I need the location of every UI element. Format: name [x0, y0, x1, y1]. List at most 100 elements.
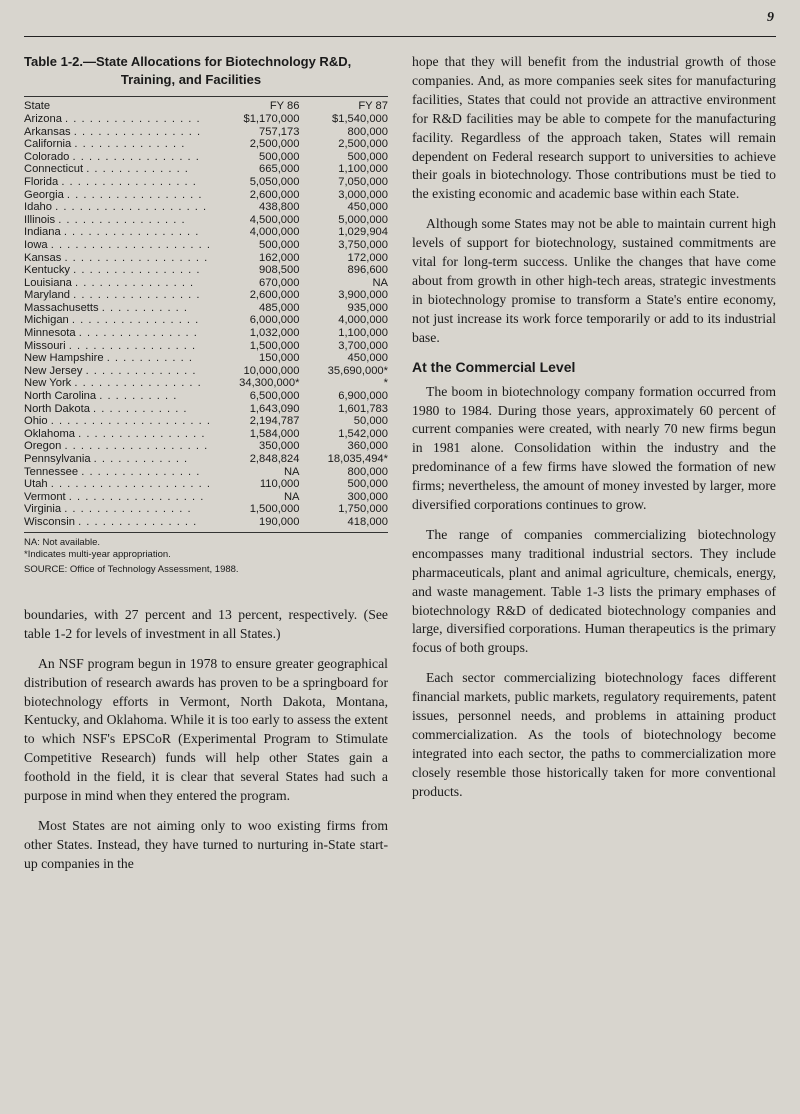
table-row: Maryland . . . . . . . . . . . . . . . .…: [24, 289, 388, 302]
cell-fy86: 190,000: [211, 516, 300, 529]
cell-fy86: 1,584,000: [211, 428, 300, 441]
cell-fy86: 2,600,000: [211, 289, 300, 302]
two-column-layout: Table 1-2.—State Allocations for Biotech…: [24, 53, 776, 885]
table-row: Illinois . . . . . . . . . . . . . . . .…: [24, 213, 388, 226]
left-p2: An NSF program begun in 1978 to ensure g…: [24, 655, 388, 806]
footnote-na: NA: Not available.: [24, 537, 388, 549]
cell-fy86: 2,194,787: [211, 415, 300, 428]
cell-fy86: $1,170,000: [211, 113, 300, 126]
cell-state: Florida . . . . . . . . . . . . . . . . …: [24, 176, 211, 189]
cell-fy86: 500,000: [211, 150, 300, 163]
cell-fy86: 110,000: [211, 478, 300, 491]
cell-fy87: 1,100,000: [299, 327, 388, 340]
cell-fy86: 1,643,090: [211, 402, 300, 415]
cell-fy86: 150,000: [211, 352, 300, 365]
cell-fy87: 450,000: [299, 352, 388, 365]
cell-state: Tennessee . . . . . . . . . . . . . . .: [24, 465, 211, 478]
cell-state: Arizona . . . . . . . . . . . . . . . . …: [24, 113, 211, 126]
cell-fy87: 500,000: [299, 478, 388, 491]
cell-fy87: 418,000: [299, 516, 388, 529]
table-row: Ohio . . . . . . . . . . . . . . . . . .…: [24, 415, 388, 428]
right-p1: hope that they will benefit from the ind…: [412, 53, 776, 204]
cell-fy87: 800,000: [299, 125, 388, 138]
table-row: Missouri . . . . . . . . . . . . . . . .…: [24, 339, 388, 352]
left-p3: Most States are not aiming only to woo e…: [24, 817, 388, 874]
cell-state: Indiana . . . . . . . . . . . . . . . . …: [24, 226, 211, 239]
table-row: Vermont . . . . . . . . . . . . . . . . …: [24, 491, 388, 504]
table-row: Florida . . . . . . . . . . . . . . . . …: [24, 176, 388, 189]
cell-fy87: 3,900,000: [299, 289, 388, 302]
cell-fy86: 350,000: [211, 440, 300, 453]
heading-commercial-level: At the Commercial Level: [412, 359, 776, 375]
cell-fy87: NA: [299, 276, 388, 289]
table-row: Indiana . . . . . . . . . . . . . . . . …: [24, 226, 388, 239]
cell-fy86: 162,000: [211, 251, 300, 264]
cell-state: Minnesota . . . . . . . . . . . . . . .: [24, 327, 211, 340]
cell-fy87: 4,000,000: [299, 314, 388, 327]
cell-fy87: 35,690,000*: [299, 365, 388, 378]
cell-fy87: 1,750,000: [299, 503, 388, 516]
table-row: North Dakota . . . . . . . . . . . .1,64…: [24, 402, 388, 415]
cell-state: Maryland . . . . . . . . . . . . . . . .: [24, 289, 211, 302]
footnote-asterisk: *Indicates multi-year appropriation.: [24, 549, 388, 561]
cell-fy87: 450,000: [299, 201, 388, 214]
cell-fy86: 5,050,000: [211, 176, 300, 189]
cell-fy87: 3,000,000: [299, 188, 388, 201]
right-p5: Each sector commercializing biotechnolog…: [412, 669, 776, 801]
cell-fy86: 2,600,000: [211, 188, 300, 201]
cell-fy87: 896,600: [299, 264, 388, 277]
cell-fy87: 3,700,000: [299, 339, 388, 352]
cell-fy87: 2,500,000: [299, 138, 388, 151]
table-row: California . . . . . . . . . . . . . . 2,…: [24, 138, 388, 151]
cell-state: New Jersey . . . . . . . . . . . . . .: [24, 365, 211, 378]
cell-state: Pennsylvania . . . . . . . . . . . .: [24, 453, 211, 466]
cell-state: Kentucky . . . . . . . . . . . . . . . .: [24, 264, 211, 277]
cell-state: Connecticut . . . . . . . . . . . . .: [24, 163, 211, 176]
table-row: Oklahoma . . . . . . . . . . . . . . . .…: [24, 428, 388, 441]
left-p1: boundaries, with 27 percent and 13 perce…: [24, 606, 388, 644]
cell-state: Michigan . . . . . . . . . . . . . . . .: [24, 314, 211, 327]
cell-fy86: 34,300,000*: [211, 377, 300, 390]
cell-fy87: 500,000: [299, 150, 388, 163]
table-row: New Jersey . . . . . . . . . . . . . .10…: [24, 365, 388, 378]
cell-fy87: *: [299, 377, 388, 390]
table-footnotes: NA: Not available. *Indicates multi-year…: [24, 537, 388, 576]
table-row: Arkansas . . . . . . . . . . . . . . . .…: [24, 125, 388, 138]
cell-state: Wisconsin . . . . . . . . . . . . . . .: [24, 516, 211, 529]
cell-state: Massachusetts . . . . . . . . . . .: [24, 302, 211, 315]
table-header-row: State FY 86 FY 87: [24, 100, 388, 113]
table-title-line1: Table 1-2.—State Allocations for Biotech…: [24, 54, 351, 69]
table-row: Wisconsin . . . . . . . . . . . . . . .1…: [24, 516, 388, 529]
cell-fy87: 5,000,000: [299, 213, 388, 226]
table-row: Colorado . . . . . . . . . . . . . . . .…: [24, 150, 388, 163]
right-p2: Although some States may not be able to …: [412, 215, 776, 347]
cell-state: Arkansas . . . . . . . . . . . . . . . .: [24, 125, 211, 138]
table-row: Oregon . . . . . . . . . . . . . . . . .…: [24, 440, 388, 453]
cell-state: Colorado . . . . . . . . . . . . . . . .: [24, 150, 211, 163]
top-rule: [24, 36, 776, 37]
cell-fy86: 6,500,000: [211, 390, 300, 403]
table-row: Louisiana . . . . . . . . . . . . . . .6…: [24, 276, 388, 289]
cell-state: Idaho . . . . . . . . . . . . . . . . . …: [24, 201, 211, 214]
table-row: Tennessee . . . . . . . . . . . . . . .N…: [24, 465, 388, 478]
cell-fy86: 757,173: [211, 125, 300, 138]
cell-fy87: 1,100,000: [299, 163, 388, 176]
table-row: New York . . . . . . . . . . . . . . . .…: [24, 377, 388, 390]
table-title: Table 1-2.—State Allocations for Biotech…: [24, 53, 388, 88]
right-p3: The boom in biotechnology company format…: [412, 383, 776, 515]
page-number: 9: [767, 10, 774, 26]
cell-state: California . . . . . . . . . . . . . .: [24, 138, 211, 151]
cell-fy86: 4,000,000: [211, 226, 300, 239]
cell-fy87: 6,900,000: [299, 390, 388, 403]
cell-state: Kansas . . . . . . . . . . . . . . . . .…: [24, 251, 211, 264]
cell-state: Vermont . . . . . . . . . . . . . . . . …: [24, 491, 211, 504]
table-row: Idaho . . . . . . . . . . . . . . . . . …: [24, 201, 388, 214]
cell-fy86: 10,000,000: [211, 365, 300, 378]
table-title-line2: Training, and Facilities: [24, 71, 388, 89]
table-row: Iowa . . . . . . . . . . . . . . . . . .…: [24, 239, 388, 252]
cell-state: Virginia . . . . . . . . . . . . . . . .: [24, 503, 211, 516]
cell-fy87: 50,000: [299, 415, 388, 428]
cell-state: Oregon . . . . . . . . . . . . . . . . .…: [24, 440, 211, 453]
cell-state: Georgia . . . . . . . . . . . . . . . . …: [24, 188, 211, 201]
table-row: North Carolina . . . . . . . . . .6,500,…: [24, 390, 388, 403]
